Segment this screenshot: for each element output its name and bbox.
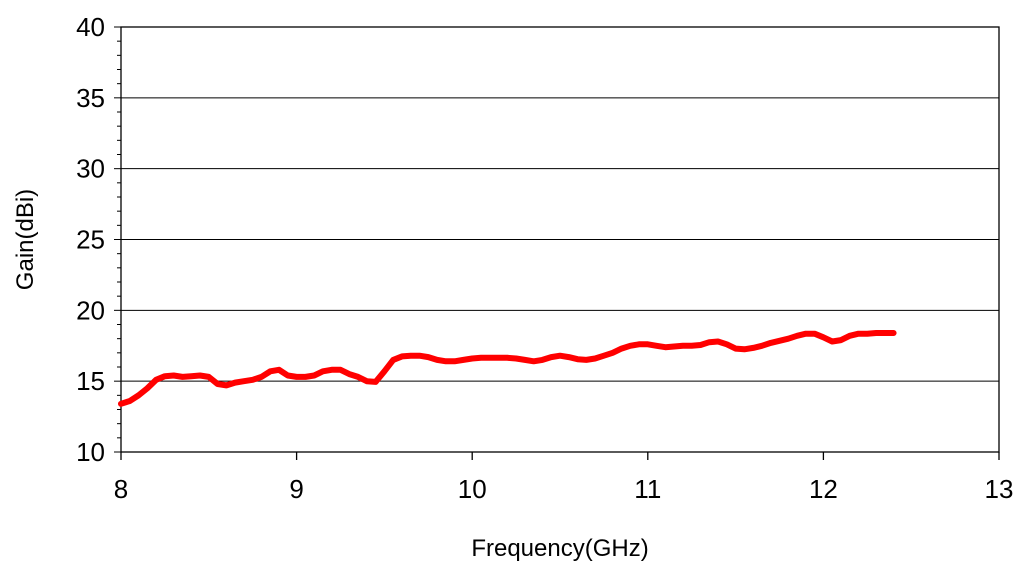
axis-ticks [114, 26, 1000, 460]
y-tick-label: 10 [76, 437, 105, 467]
y-tick-label: 15 [76, 366, 105, 396]
x-axis-tick-labels: 8 9 10 11 12 13 [114, 474, 1014, 504]
grid-lines [121, 97, 999, 382]
y-tick-label: 35 [76, 83, 105, 113]
y-tick-label: 40 [76, 12, 105, 42]
y-axis-tick-labels: 10 15 20 25 30 35 40 [76, 12, 105, 467]
x-axis-title: Frequency(GHz) [471, 535, 648, 562]
x-tick-label: 13 [985, 474, 1014, 504]
x-tick-label: 12 [809, 474, 838, 504]
y-tick-label: 20 [76, 295, 105, 325]
x-tick-label: 8 [114, 474, 128, 504]
x-tick-label: 11 [634, 474, 661, 504]
y-tick-label: 30 [76, 154, 105, 184]
series-line-0 [118, 330, 897, 407]
x-tick-label: 10 [458, 474, 487, 504]
series-lines [118, 330, 897, 407]
y-axis-title: Gain(dBi) [12, 189, 39, 290]
y-tick-label: 25 [76, 225, 105, 255]
x-tick-label: 9 [289, 474, 303, 504]
